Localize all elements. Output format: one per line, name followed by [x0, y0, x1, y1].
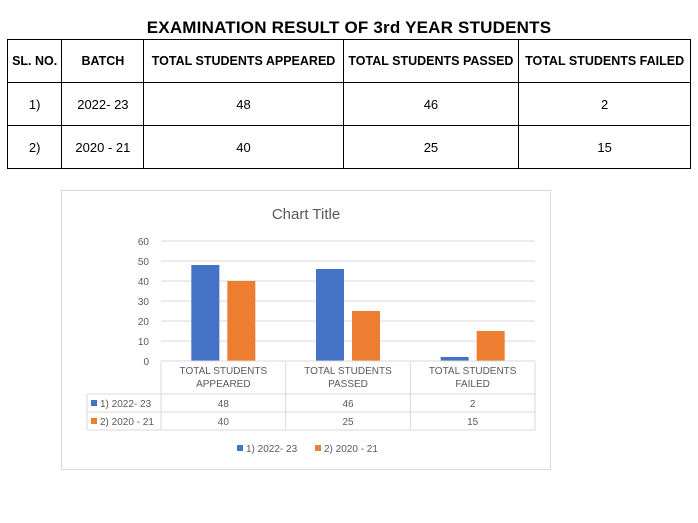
- data-label: 15: [467, 417, 479, 428]
- x-tick-label: FAILED: [455, 379, 489, 390]
- cell-appeared: 40: [143, 125, 344, 169]
- x-tick-label: TOTAL STUDENTS: [429, 366, 517, 377]
- y-tick-label: 0: [143, 357, 149, 368]
- data-table-series-label: 2) 2020 - 21: [100, 417, 154, 428]
- table-row: 2) 2020 - 21 40 25 15: [6, 125, 691, 169]
- table-row: 1) 2022- 23 48 46 2: [6, 82, 691, 126]
- chart-title: Chart Title: [272, 206, 340, 223]
- bar: [476, 331, 505, 361]
- x-tick-label: TOTAL STUDENTS: [304, 366, 392, 377]
- data-label: 40: [218, 417, 230, 428]
- cell-sl-no: 1): [6, 82, 63, 126]
- cell-sl-no: 2): [6, 125, 63, 169]
- table-header-row: SL. NO. BATCH TOTAL STUDENTS APPEARED TO…: [6, 39, 691, 83]
- y-tick-label: 10: [138, 337, 150, 348]
- header-passed: TOTAL STUDENTS PASSED: [342, 39, 520, 83]
- y-tick-label: 60: [138, 237, 150, 248]
- bar: [316, 269, 344, 361]
- y-tick-label: 50: [138, 257, 150, 268]
- data-label: 2: [470, 399, 476, 410]
- y-tick-label: 30: [138, 297, 150, 308]
- cell-appeared: 48: [143, 82, 344, 126]
- cell-failed: 2: [518, 82, 691, 126]
- header-batch: BATCH: [61, 39, 145, 83]
- legend-key: [315, 445, 321, 451]
- legend-key: [237, 445, 243, 451]
- bar-chart: Chart Title 0 10 20 30 40 50 60 TOTAL STUDENTS AP…: [86, 206, 536, 455]
- legend-label: 1) 2022- 23: [246, 444, 298, 455]
- bar: [352, 311, 380, 361]
- chart-area: Chart Title 0 10 20 30 40 50 60 TOTAL STUDENTS AP…: [61, 190, 551, 470]
- data-label: 48: [218, 399, 230, 410]
- y-tick-label: 40: [138, 277, 150, 288]
- bar: [440, 357, 469, 361]
- page-title: EXAMINATION RESULT OF 3rd YEAR STUDENTS: [146, 18, 552, 37]
- header-failed: TOTAL STUDENTS FAILED: [518, 39, 691, 83]
- data-table-legend-key: [91, 400, 97, 406]
- bar: [191, 265, 220, 361]
- data-label: 25: [342, 417, 354, 428]
- cell-batch: 2022- 23: [61, 82, 145, 126]
- data-label: 46: [342, 399, 354, 410]
- x-tick-label: PASSED: [328, 379, 368, 390]
- header-sl-no: SL. NO.: [6, 39, 63, 83]
- cell-passed: 25: [342, 125, 520, 169]
- cell-batch: 2020 - 21: [61, 125, 145, 169]
- result-table: SL. NO. BATCH TOTAL STUDENTS APPEARED TO…: [6, 39, 691, 169]
- bar: [227, 281, 256, 361]
- y-tick-label: 20: [138, 317, 150, 328]
- data-table-series-label: 1) 2022- 23: [100, 399, 152, 410]
- cell-failed: 15: [518, 125, 691, 169]
- x-tick-label: TOTAL STUDENTS: [180, 366, 268, 377]
- header-appeared: TOTAL STUDENTS APPEARED: [143, 39, 344, 83]
- data-table-legend-key: [91, 418, 97, 424]
- legend-label: 2) 2020 - 21: [324, 444, 378, 455]
- x-tick-label: APPEARED: [196, 379, 250, 390]
- cell-passed: 46: [342, 82, 520, 126]
